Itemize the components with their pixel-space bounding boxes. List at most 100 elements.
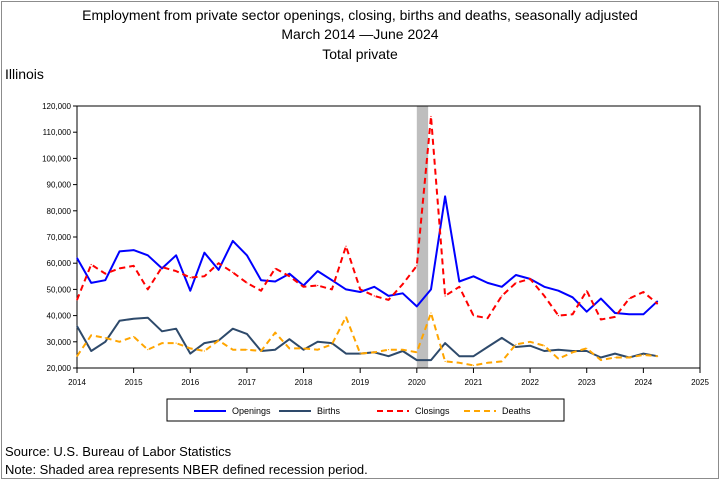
data-point-openings bbox=[600, 297, 602, 300]
data-point-closings bbox=[175, 270, 177, 272]
series-line-births bbox=[76, 316, 658, 362]
data-point-deaths bbox=[274, 332, 276, 334]
data-point-closings bbox=[246, 282, 248, 284]
data-point-closings bbox=[302, 286, 305, 288]
data-point-deaths bbox=[628, 356, 630, 359]
data-point-births bbox=[345, 352, 347, 355]
data-point-deaths bbox=[472, 364, 475, 366]
x-tick-label: 2023 bbox=[578, 378, 596, 387]
x-tick-label: 2019 bbox=[351, 378, 369, 387]
legend-label-deaths: Deaths bbox=[502, 406, 531, 416]
data-point-deaths bbox=[90, 334, 92, 336]
y-tick-label: 50,000 bbox=[47, 285, 72, 294]
y-tick-label: 110,000 bbox=[43, 128, 72, 137]
data-point-openings bbox=[472, 275, 475, 277]
data-point-deaths bbox=[118, 341, 121, 343]
data-point-openings bbox=[317, 270, 319, 272]
data-point-births bbox=[600, 356, 602, 359]
legend-label-closings: Closings bbox=[415, 406, 450, 416]
data-point-births bbox=[515, 346, 517, 348]
data-point-deaths bbox=[359, 352, 361, 355]
data-point-closings bbox=[628, 297, 630, 300]
data-point-closings bbox=[402, 283, 404, 285]
data-point-births bbox=[246, 333, 248, 335]
data-point-openings bbox=[402, 292, 404, 294]
data-point-births bbox=[487, 346, 489, 348]
y-tick-label: 100,000 bbox=[42, 154, 71, 163]
data-point-openings bbox=[458, 280, 460, 283]
data-point-births bbox=[416, 359, 418, 361]
x-tick-label: 2021 bbox=[465, 378, 483, 387]
data-point-births bbox=[189, 352, 191, 355]
data-point-births bbox=[501, 337, 503, 339]
data-point-deaths bbox=[501, 360, 503, 363]
series-line-closings bbox=[76, 115, 659, 321]
data-point-deaths bbox=[642, 354, 644, 356]
data-point-closings bbox=[288, 275, 290, 277]
x-tick-label: 2025 bbox=[691, 378, 709, 387]
data-point-closings bbox=[118, 267, 121, 270]
data-point-births bbox=[472, 355, 475, 357]
data-point-closings bbox=[76, 299, 78, 301]
data-point-openings bbox=[274, 280, 276, 283]
data-point-closings bbox=[217, 262, 220, 264]
data-point-closings bbox=[515, 282, 517, 284]
data-point-deaths bbox=[402, 349, 404, 351]
data-point-births bbox=[642, 352, 644, 355]
y-tick-label: 80,000 bbox=[47, 207, 72, 216]
data-point-births bbox=[161, 330, 163, 332]
data-point-births bbox=[458, 355, 460, 357]
data-point-openings bbox=[501, 286, 503, 288]
data-point-deaths bbox=[557, 358, 560, 360]
data-point-deaths bbox=[614, 356, 616, 359]
data-point-closings bbox=[359, 288, 361, 290]
data-point-openings bbox=[586, 311, 588, 313]
data-point-births bbox=[529, 345, 531, 347]
y-tick-label: 40,000 bbox=[47, 312, 72, 321]
data-point-closings bbox=[557, 315, 560, 317]
data-point-openings bbox=[387, 295, 390, 297]
data-point-births bbox=[444, 342, 446, 344]
date-range-start: March 2014 bbox=[281, 26, 356, 42]
data-point-births bbox=[557, 349, 560, 351]
data-point-deaths bbox=[317, 349, 319, 351]
x-tick-label: 2016 bbox=[181, 378, 199, 387]
data-point-closings bbox=[373, 295, 375, 297]
data-point-deaths bbox=[175, 342, 177, 344]
legend-box bbox=[166, 398, 565, 422]
recession-note: Note: Shaded area represents NBER define… bbox=[5, 462, 368, 477]
data-point-openings bbox=[430, 288, 432, 290]
data-point-deaths bbox=[189, 347, 191, 349]
data-point-closings bbox=[543, 295, 545, 297]
data-point-deaths bbox=[203, 350, 206, 352]
data-point-deaths bbox=[416, 351, 418, 353]
data-point-openings bbox=[246, 254, 248, 256]
data-point-closings bbox=[203, 275, 206, 277]
data-point-deaths bbox=[430, 312, 432, 314]
data-point-births bbox=[232, 328, 234, 330]
data-point-births bbox=[90, 350, 92, 352]
data-point-openings bbox=[656, 300, 659, 302]
data-point-closings bbox=[487, 317, 489, 319]
x-tick-label: 2015 bbox=[125, 378, 143, 387]
data-point-openings bbox=[487, 282, 489, 284]
y-tick-label: 90,000 bbox=[47, 181, 72, 190]
data-point-openings bbox=[331, 279, 333, 281]
data-point-openings bbox=[232, 240, 234, 242]
data-point-openings bbox=[288, 273, 290, 275]
data-point-deaths bbox=[217, 339, 220, 342]
chart-title: Employment from private sector openings,… bbox=[82, 7, 638, 23]
x-tick-label: 2022 bbox=[521, 378, 539, 387]
data-point-births bbox=[118, 320, 121, 322]
date-range-dash: — bbox=[359, 26, 374, 42]
data-point-closings bbox=[274, 267, 276, 270]
data-point-deaths bbox=[586, 347, 588, 349]
data-point-births bbox=[133, 318, 135, 320]
data-point-closings bbox=[317, 284, 319, 287]
data-point-openings bbox=[444, 195, 446, 197]
data-point-births bbox=[147, 317, 149, 319]
x-tick-label: 2014 bbox=[68, 378, 86, 387]
data-point-openings bbox=[345, 288, 347, 290]
data-point-closings bbox=[656, 303, 659, 305]
